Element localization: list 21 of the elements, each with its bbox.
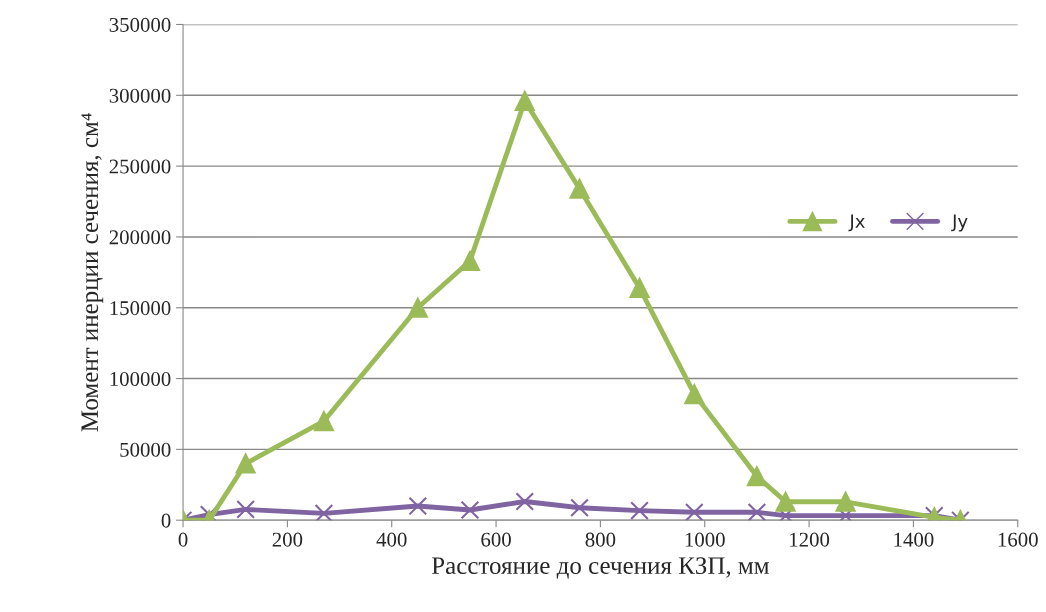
y-axis-title: Момент инерции сечения, см⁴ [81,113,104,432]
x-axis-title: Расстояние до сечения КЗП, мм [431,557,769,579]
x-tick-label: 800 [585,532,616,547]
legend-label: Jx [848,214,865,232]
y-tick-label: 50000 [120,442,171,457]
y-tick-label: 250000 [109,159,171,174]
y-tick-label: 150000 [110,301,171,316]
x-tick-label: 1600 [998,532,1038,547]
x-tick-label: 400 [376,532,407,547]
x-tick-label: 1200 [790,532,830,547]
y-tick-label: 100000 [110,371,171,386]
y-tick-label: 200000 [109,230,171,245]
y-tick-label: 300000 [109,88,171,103]
x-tick-label: 1000 [685,532,725,547]
x-tick-label: 200 [272,532,303,547]
y-tick-label: 0 [161,513,171,528]
x-tick-label: 600 [481,532,511,547]
x-tick-label: 0 [178,532,188,547]
legend-label: Jy [951,214,968,232]
x-tick-label: 1400 [894,532,934,547]
y-tick-label: 350000 [109,17,171,32]
